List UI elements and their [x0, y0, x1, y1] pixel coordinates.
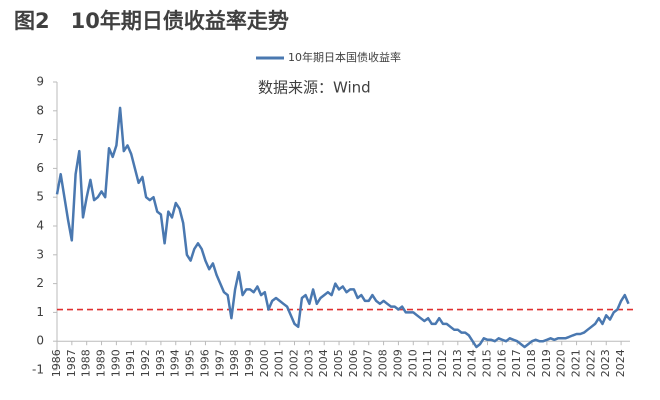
y-tick-label: 4 — [36, 219, 44, 233]
x-tick-label: 2007 — [362, 349, 375, 377]
y-tick-label: 3 — [36, 247, 44, 261]
x-tick-label: 1987 — [65, 349, 78, 377]
x-tick-label: 2009 — [391, 349, 404, 377]
x-tick-label: 1991 — [124, 349, 137, 377]
y-tick-label: 8 — [36, 103, 44, 117]
x-tick-label: 2014 — [466, 349, 479, 377]
x-tick-label: 2018 — [525, 349, 538, 377]
x-tick-label: 1993 — [154, 349, 167, 377]
x-tick-label: 2013 — [451, 349, 464, 377]
y-tick-label: -1 — [32, 363, 44, 377]
x-tick-label: 1998 — [228, 349, 241, 377]
x-tick-label: 2012 — [436, 349, 449, 377]
x-tick-label: 2016 — [495, 349, 508, 377]
legend-label: 10年期日本国债收益率 — [288, 50, 401, 64]
x-tick-label: 2011 — [421, 349, 434, 377]
x-tick-label: 2005 — [332, 349, 345, 377]
x-tick-label: 2008 — [377, 349, 390, 377]
x-tick-label: 2021 — [570, 349, 583, 377]
x-tick-label: 2001 — [273, 349, 286, 377]
x-tick-label: 2015 — [480, 349, 493, 377]
y-tick-label: 1 — [36, 305, 44, 319]
x-tick-label: 2000 — [258, 349, 271, 377]
x-tick-label: 2017 — [510, 349, 523, 377]
x-tick-label: 2019 — [540, 349, 553, 377]
x-tick-label: 1997 — [213, 349, 226, 377]
x-tick-label: 2010 — [406, 349, 419, 377]
annotation: 数据来源：Wind — [258, 79, 371, 97]
y-tick-label: 0 — [36, 334, 44, 348]
x-tick-label: 2022 — [584, 349, 597, 377]
x-tick-label: 2020 — [555, 349, 568, 377]
x-tick-label: 1986 — [50, 349, 63, 377]
x-tick-label: 1995 — [184, 349, 197, 377]
x-tick-label: 1996 — [198, 349, 211, 377]
y-tick-label: 5 — [36, 190, 44, 204]
x-tick-label: 2023 — [599, 349, 612, 377]
x-tick-label: 2004 — [317, 349, 330, 377]
y-tick-label: 6 — [36, 161, 44, 175]
y-tick-label: 7 — [36, 132, 44, 146]
line — [55, 106, 630, 349]
y-tick-label: 2 — [36, 276, 44, 290]
x-tick-label: 1992 — [139, 349, 152, 377]
x-tick-label: 1989 — [95, 349, 108, 377]
y-tick-label: 9 — [36, 75, 44, 89]
x-tick-label: 1990 — [109, 349, 122, 377]
x-tick-label: 2024 — [614, 349, 627, 377]
chart-title: 图2 10年期日债收益率走势 — [14, 9, 289, 33]
x-tick-label: 1994 — [169, 349, 182, 377]
x-tick-label: 2006 — [347, 349, 360, 377]
x-tick-label: 2002 — [288, 349, 301, 377]
x-tick-label: 1999 — [243, 349, 256, 377]
x-tick-label: 1988 — [80, 349, 93, 377]
x-tick-label: 2003 — [302, 349, 315, 377]
